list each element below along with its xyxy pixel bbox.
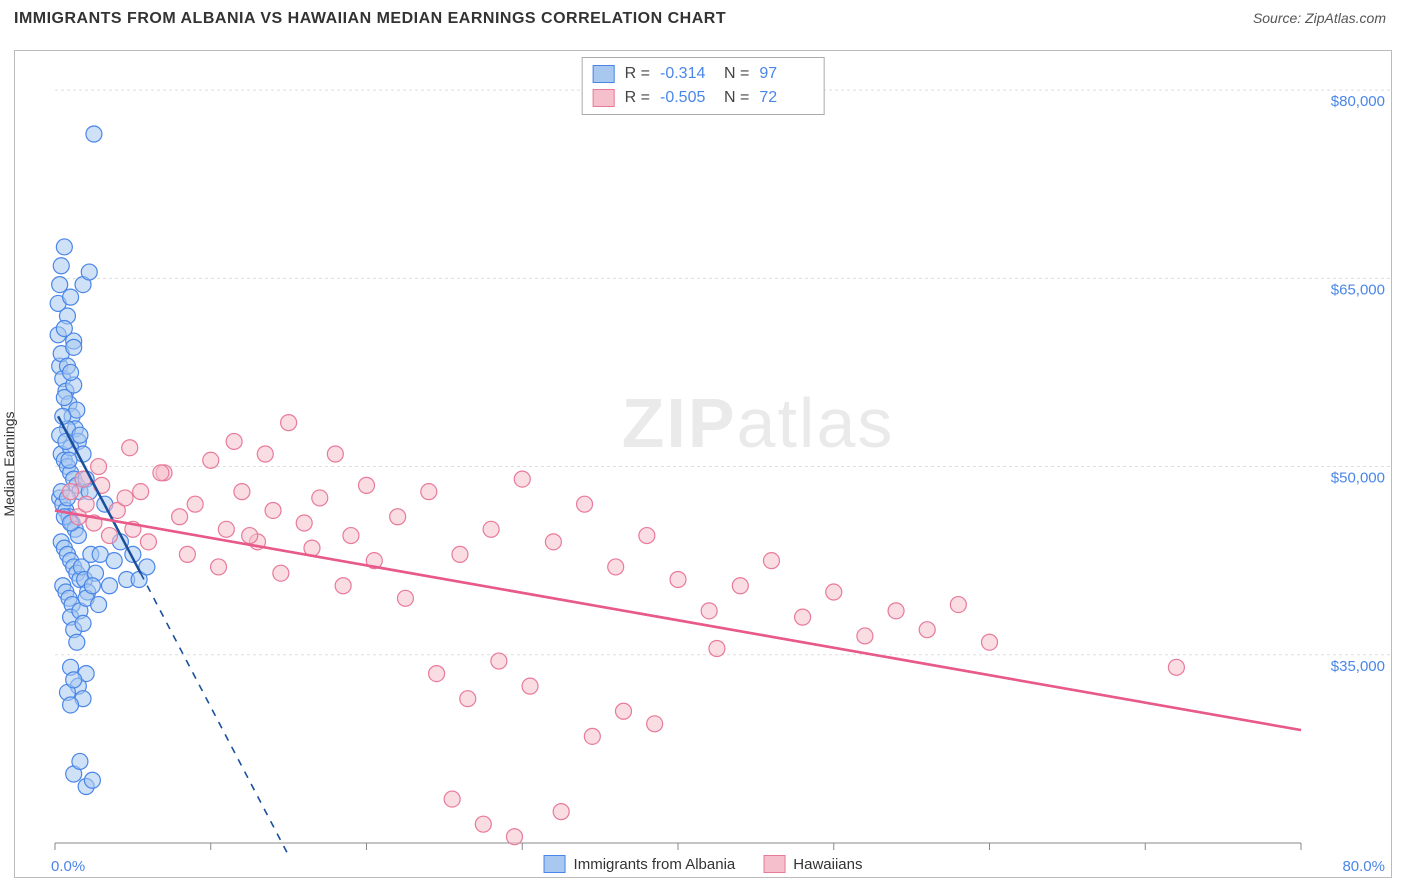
r-value-a: -0.314: [660, 62, 714, 86]
svg-text:80.0%: 80.0%: [1342, 858, 1385, 875]
legend-row-b: R = -0.505 N = 72: [593, 86, 814, 110]
svg-text:0.0%: 0.0%: [51, 858, 85, 875]
svg-text:$50,000: $50,000: [1331, 470, 1385, 487]
series-a-name: Immigrants from Albania: [574, 856, 736, 873]
series-legend: Immigrants from Albania Hawaiians: [544, 855, 863, 873]
swatch-b: [593, 89, 615, 107]
swatch-b-bottom: [763, 855, 785, 873]
series-b-name: Hawaiians: [793, 856, 862, 873]
scatter-plot-svg: $35,000 $50,000 $65,000 $80,000 0.0% 80.0%: [15, 51, 1391, 877]
swatch-a-bottom: [544, 855, 566, 873]
svg-text:$65,000: $65,000: [1331, 281, 1385, 298]
correlation-legend: R = -0.314 N = 97 R = -0.505 N = 72: [582, 57, 825, 115]
n-value-a: 97: [759, 62, 813, 86]
chart-title: IMMIGRANTS FROM ALBANIA VS HAWAIIAN MEDI…: [14, 10, 726, 27]
swatch-a: [593, 65, 615, 83]
legend-row-a: R = -0.314 N = 97: [593, 62, 814, 86]
r-value-b: -0.505: [660, 86, 714, 110]
svg-text:$35,000: $35,000: [1331, 658, 1385, 675]
chart-area: Median Earnings $35,000$50,000$65,000$80…: [14, 50, 1392, 878]
svg-text:$80,000: $80,000: [1331, 93, 1385, 110]
source-attribution: Source: ZipAtlas.com: [1253, 10, 1386, 26]
n-value-b: 72: [759, 86, 813, 110]
